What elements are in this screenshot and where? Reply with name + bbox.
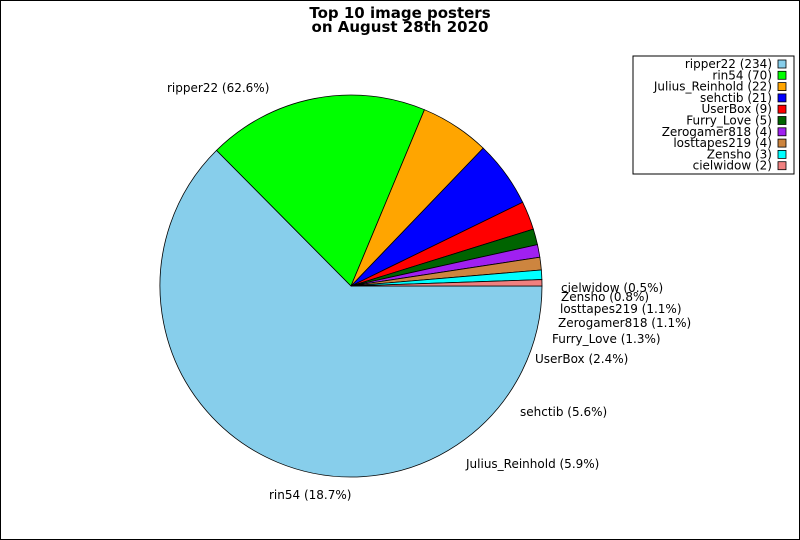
legend-swatch-zensho	[777, 149, 787, 159]
legend-swatch-zerogamer818	[777, 127, 787, 137]
slice-label-sehctib: sehctib (5.6%)	[520, 405, 607, 419]
legend-label-losttapes219: losttapes219 (4)	[673, 136, 772, 150]
legend-swatch-ripper22	[777, 59, 787, 69]
slice-label-zensho: Zensho (0.8%)	[561, 290, 649, 304]
pie-slices	[159, 94, 543, 478]
legend-label-furry_love: Furry_Love (5)	[686, 114, 772, 128]
legend-label-rin54: rin54 (70)	[712, 68, 772, 82]
pie-slice-ripper22	[159, 149, 543, 478]
legend: ripper22 (234)rin54 (70)Julius_Reinhold …	[632, 55, 795, 175]
legend-swatch-furry_love	[777, 116, 787, 125]
legend-swatch-losttapes219	[777, 138, 787, 148]
legend-swatch-rin54	[777, 70, 787, 80]
slice-label-cielwidow: cielwidow (0.5%)	[561, 281, 663, 295]
slice-label-ripper22: ripper22 (62.6%)	[167, 81, 269, 95]
legend-swatch-sehctib	[777, 93, 787, 103]
slice-label-julius_reinhold: Julius_Reinhold (5.9%)	[465, 457, 599, 471]
legend-swatch-cielwidow	[777, 161, 787, 171]
legend-swatch-userbox	[777, 104, 787, 114]
chart-title-line-1: Top 10 image posters	[309, 4, 490, 22]
legend-label-userbox: UserBox (9)	[702, 102, 772, 116]
pie-slice-cielwidow	[350, 279, 543, 287]
chart-title: Top 10 image posters on August 28th 2020	[309, 4, 490, 36]
pie-slice-labels: ripper22 (62.6%) rin54 (18.7%) Julius_Rein…	[167, 81, 691, 502]
slice-label-rin54: rin54 (18.7%)	[269, 488, 351, 502]
legend-box	[632, 55, 795, 175]
legend-label-zensho: Zensho (3)	[707, 147, 772, 161]
legend-label-sehctib: sehctib (21)	[700, 91, 772, 105]
legend-label-julius_reinhold: Julius_Reinhold (22)	[653, 80, 772, 94]
slice-label-furry_love: Furry_Love (1.3%)	[552, 332, 661, 346]
slice-label-userbox: UserBox (2.4%)	[535, 352, 628, 366]
pie-slice-rin54	[215, 94, 425, 287]
legend-label-ripper22: ripper22 (234)	[685, 57, 772, 71]
slice-label-losttapes219: losttapes219 (1.1%)	[560, 302, 682, 316]
chart-title-line-2: on August 28th 2020	[312, 18, 489, 36]
legend-label-zerogamer818: Zerogamer818 (4)	[662, 125, 772, 139]
slice-label-zerogamer818: Zerogamer818 (1.1%)	[558, 316, 691, 330]
legend-label-cielwidow: cielwidow (2)	[693, 159, 772, 173]
legend-swatch-julius_reinhold	[777, 82, 787, 91]
